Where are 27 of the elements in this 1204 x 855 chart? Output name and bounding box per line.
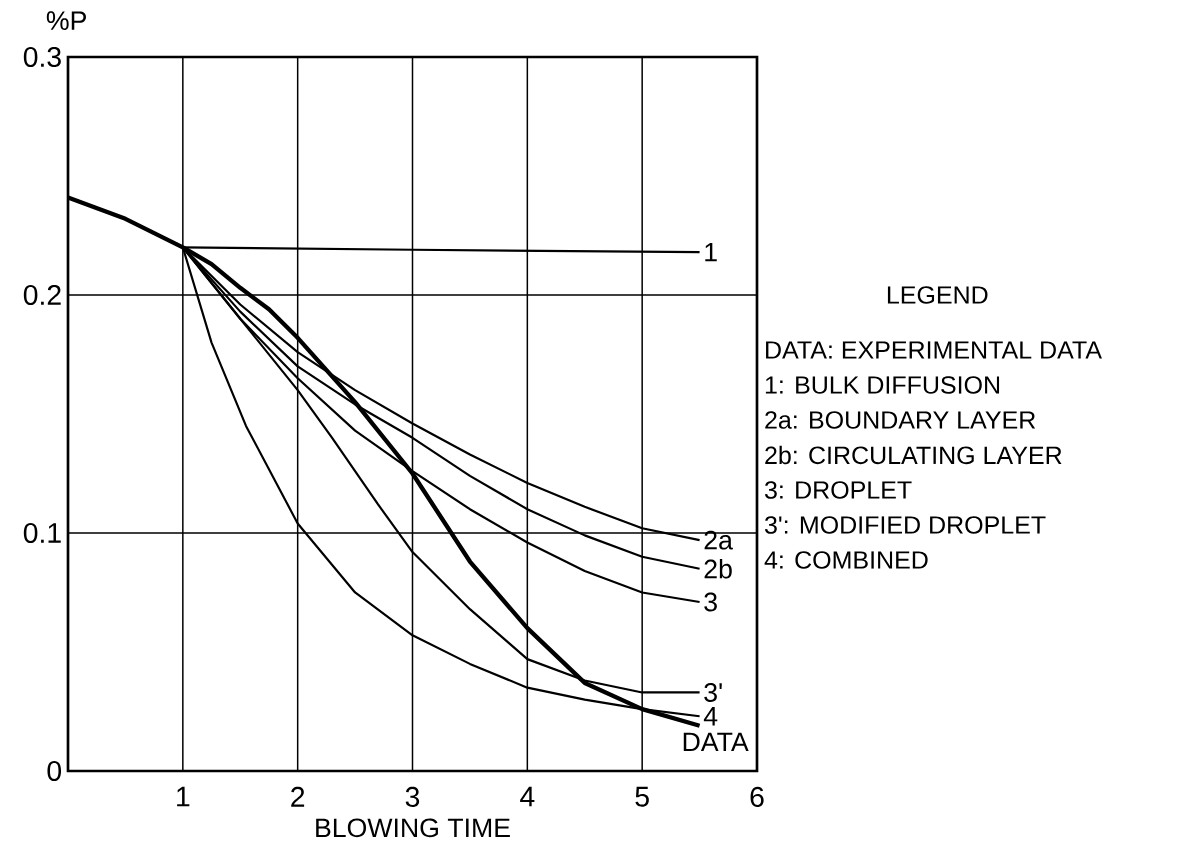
text: 2b: CIRCULATING LAYER: [765, 445, 1062, 465]
x-tick-label: 6: [750, 786, 764, 807]
text: 4: COMBINED: [764, 551, 928, 569]
series-label: 2a: [704, 530, 733, 550]
series-label: 1: [705, 242, 717, 262]
series-label: 2b: [704, 558, 732, 579]
series-label: 3: [704, 592, 717, 612]
series-label: DATA: [683, 732, 749, 752]
text: 3': MODIFIED DROPLET: [764, 516, 1046, 534]
x-tick-label: 2: [291, 786, 305, 807]
text: 3: DROPLET: [764, 481, 912, 499]
y-tick-label: 0: [47, 760, 62, 782]
x-tick-label: 3: [405, 786, 420, 807]
y-tick-label: 0.1: [23, 522, 61, 544]
y-axis-title: %P: [46, 11, 86, 30]
legend-title: LEGEND: [887, 286, 988, 304]
text: DATA: EXPERIMENTAL DATA: [766, 341, 1102, 359]
x-tick-label: 5: [635, 786, 649, 807]
x-tick-label: 4: [520, 786, 535, 807]
text: 2a: BOUNDARY LAYER: [765, 411, 1036, 429]
y-tick-label: 0.3: [23, 46, 61, 68]
y-tick-label: 0.2: [23, 284, 61, 306]
text: 1: BULK DIFFUSION: [765, 376, 1000, 394]
series-label: 4: [703, 707, 718, 726]
x-tick-label: 1: [177, 786, 190, 807]
x-axis-title: BLOWING TIME: [316, 818, 510, 838]
series-label: 3': [704, 683, 722, 702]
